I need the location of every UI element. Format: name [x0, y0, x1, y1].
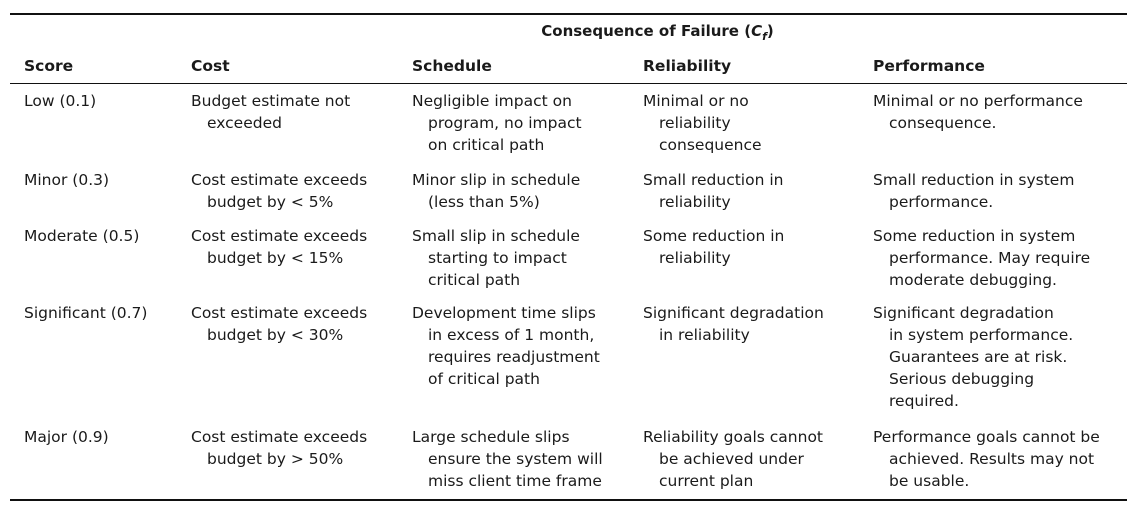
cell-score: Minor (0.3): [24, 171, 110, 189]
cell-schedule: Negligible impact on program, no impact …: [412, 92, 582, 154]
header-rule: [10, 83, 1127, 84]
cell-schedule: Small slip in schedule starting to impac…: [412, 227, 580, 289]
cell-performance: Significant degradation in system perfor…: [873, 304, 1074, 410]
cell-performance: Performance goals cannot be achieved. Re…: [873, 428, 1100, 490]
cell-reliability: Minimal or no reliability consequence: [643, 92, 762, 154]
cell-cost: Cost estimate exceeds budget by < 5%: [191, 171, 368, 211]
cell-cost: Budget estimate not exceeded: [191, 92, 351, 132]
cell-schedule: Minor slip in schedule (less than 5%): [412, 171, 581, 211]
cell-reliability: Significant degradation in reliability: [643, 304, 824, 344]
cell-reliability: Small reduction in reliability: [643, 171, 784, 211]
cell-performance: Minimal or no performance consequence.: [873, 92, 1083, 132]
cell-schedule: Large schedule slips ensure the system w…: [412, 428, 603, 490]
table-bottom-rule: [10, 499, 1127, 501]
cell-cost: Cost estimate exceeds budget by < 15%: [191, 227, 368, 267]
cell-reliability: Reliability goals cannot be achieved und…: [643, 428, 824, 490]
column-header-performance: Performance: [873, 57, 985, 75]
column-header-schedule: Schedule: [412, 57, 492, 75]
cell-score: Moderate (0.5): [24, 227, 140, 245]
cell-performance: Small reduction in system performance.: [873, 171, 1075, 211]
cell-cost: Cost estimate exceeds budget by > 50%: [191, 428, 368, 468]
column-header-reliability: Reliability: [643, 57, 732, 75]
table-top-rule: [10, 13, 1127, 15]
cell-score: Low (0.1): [24, 92, 97, 110]
cell-score: Major (0.9): [24, 428, 109, 446]
cell-cost: Cost estimate exceeds budget by < 30%: [191, 304, 368, 344]
column-header-score: Score: [24, 57, 74, 75]
cell-score: Significant (0.7): [24, 304, 148, 322]
symbol-c-f: Cf: [751, 22, 767, 43]
column-header-cost: Cost: [191, 57, 230, 75]
cell-schedule: Development time slips in excess of 1 mo…: [412, 304, 600, 388]
cell-reliability: Some reduction in reliability: [643, 227, 785, 267]
group-header: Consequence of Failure (Cf): [541, 22, 774, 43]
cell-performance: Some reduction in system performance. Ma…: [873, 227, 1091, 289]
